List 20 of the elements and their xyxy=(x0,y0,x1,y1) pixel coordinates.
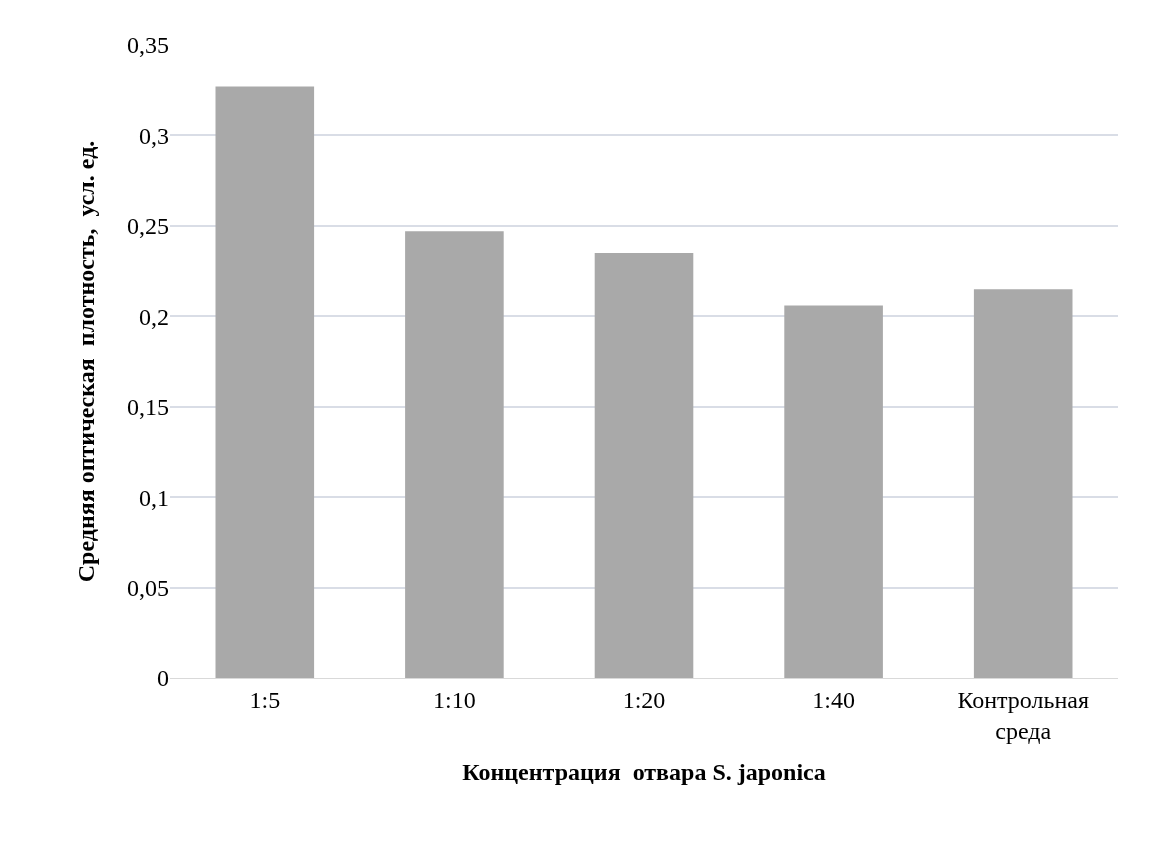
x-tick-label: 1:5 xyxy=(249,686,281,713)
y-tick-label: 0,15 xyxy=(127,394,169,421)
y-tick-label: 0,05 xyxy=(127,574,169,601)
y-tick-label: 0 xyxy=(157,665,169,692)
y-tick-label: 0,25 xyxy=(127,213,169,240)
y-tick-label: 0,1 xyxy=(139,484,169,511)
x-tick-label: 1:40 xyxy=(812,686,855,713)
y-tick-label: 0,2 xyxy=(139,303,169,330)
y-tick-label: 0,3 xyxy=(139,122,169,149)
bar xyxy=(405,231,504,678)
y-axis-title: Средняя оптическая плотность, усл. ед. xyxy=(73,140,100,583)
bar xyxy=(594,252,694,678)
bar xyxy=(973,289,1073,678)
bar xyxy=(784,305,883,678)
x-tick-label: 1:20 xyxy=(622,686,666,713)
x-axis-title: Концентрация отвара S. japonica xyxy=(462,759,826,786)
y-tick-label: 0,35 xyxy=(127,32,169,59)
x-tick-label: Контрольная среда xyxy=(957,686,1089,744)
bar xyxy=(215,86,315,678)
x-tick-label: 1:10 xyxy=(433,686,476,713)
